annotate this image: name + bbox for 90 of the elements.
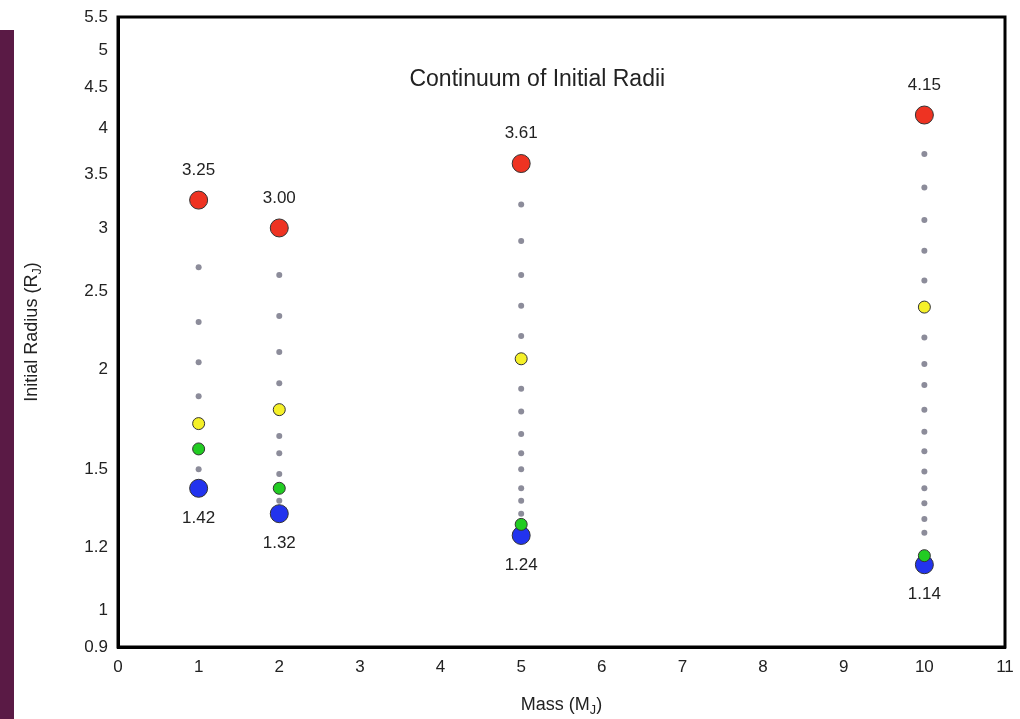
data-label: 3.00: [262, 187, 296, 207]
y-tick-label: 4.5: [84, 76, 108, 96]
x-tick-label: 4: [435, 656, 446, 676]
point: [514, 352, 528, 366]
point: [921, 428, 928, 435]
point: [518, 450, 525, 457]
data-label: 1.42: [182, 507, 216, 527]
point: [921, 360, 928, 367]
y-tick-label: 4: [98, 117, 108, 137]
x-tick-label: 8: [758, 656, 768, 676]
point: [269, 504, 289, 524]
x-tick-label: 6: [597, 656, 607, 676]
point: [921, 500, 928, 507]
point: [921, 151, 928, 158]
point: [276, 272, 283, 279]
point: [195, 359, 202, 366]
point: [276, 380, 283, 387]
data-label: 1.24: [504, 555, 538, 575]
y-tick-label: 5.5: [84, 6, 108, 26]
point: [518, 385, 525, 392]
point: [195, 264, 202, 271]
point: [518, 430, 525, 437]
x-tick-label: 9: [838, 656, 849, 676]
point: [921, 382, 928, 389]
y-tick-label: 0.9: [84, 636, 108, 656]
data-label: 1.14: [907, 584, 941, 604]
y-tick-label: 1.2: [84, 536, 108, 556]
text: Continuum of Initial Radii: [409, 64, 666, 91]
point: [514, 517, 528, 531]
point: [921, 516, 928, 523]
x-tick-label: 7: [677, 656, 688, 676]
data-label: 1.32: [262, 533, 296, 553]
point: [276, 470, 283, 477]
point: [189, 478, 209, 498]
point: [272, 481, 286, 495]
point: [917, 300, 931, 314]
x-tick-label: 1: [193, 656, 204, 676]
y-tick-label: 3: [98, 217, 108, 237]
point: [921, 485, 928, 492]
point: [518, 466, 525, 473]
y-tick-label: 2.5: [84, 281, 108, 301]
point: [192, 417, 206, 431]
point: [269, 218, 289, 238]
point: [518, 497, 525, 504]
point: [511, 154, 531, 174]
point: [921, 448, 928, 455]
point: [518, 510, 525, 517]
point: [272, 403, 286, 417]
point: [276, 450, 283, 457]
point: [921, 277, 928, 284]
point: [518, 332, 525, 339]
x-tick-label: 5: [516, 656, 526, 676]
point: [195, 318, 202, 325]
point: [921, 247, 928, 254]
point: [914, 105, 934, 125]
x-tick-label: 3: [355, 656, 365, 676]
point: [276, 312, 283, 319]
y-tick-label: 1.5: [84, 458, 108, 478]
data-label: 3.61: [504, 123, 538, 143]
x-tick-label: 10: [914, 656, 934, 676]
point: [921, 216, 928, 223]
y-tick-label: 5: [98, 39, 108, 59]
point: [518, 408, 525, 415]
point: [276, 497, 283, 504]
point: [195, 393, 202, 400]
point: [192, 442, 206, 456]
point: [276, 433, 283, 440]
point: [917, 549, 931, 563]
data-label: 3.25: [182, 159, 216, 179]
point: [518, 237, 525, 244]
point: [518, 485, 525, 492]
point: [518, 272, 525, 279]
x-tick-label: 11: [996, 656, 1014, 676]
y-tick-label: 2: [98, 358, 108, 378]
point: [518, 201, 525, 208]
point: [518, 302, 525, 309]
data-label: 4.15: [907, 74, 941, 94]
point: [921, 334, 928, 341]
y-tick-label: 1: [98, 600, 108, 620]
x-tick-label: 0: [113, 656, 123, 676]
point: [189, 190, 209, 210]
point: [921, 184, 928, 191]
y-axis-title: Initial Radius (RJ): [20, 262, 44, 402]
point: [921, 406, 928, 413]
point: [195, 466, 202, 473]
point: [921, 529, 928, 536]
point: [276, 349, 283, 356]
y-tick-label: 3.5: [84, 164, 108, 183]
point: [921, 468, 928, 475]
x-tick-label: 2: [274, 656, 285, 676]
